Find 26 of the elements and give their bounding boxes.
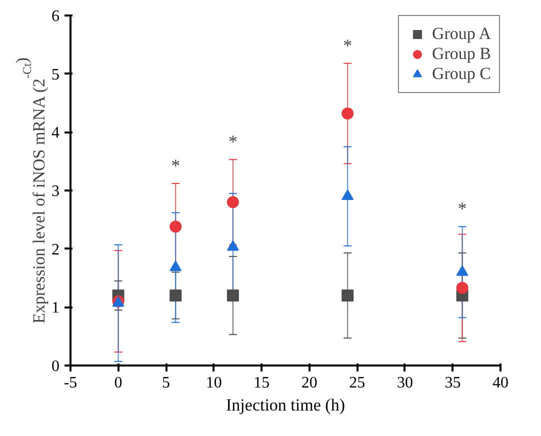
x-axis-title: Injection time (h)	[226, 396, 345, 414]
y-tick-label: 3	[52, 183, 60, 200]
legend-label: Group B	[432, 44, 491, 64]
x-tick-label: 25	[349, 374, 366, 392]
y-tick-label: 5	[52, 66, 60, 84]
annotation: *	[458, 198, 467, 219]
annotation: *	[171, 156, 180, 176]
x-tick-label: -5	[64, 374, 78, 392]
x-tick-label: 15	[254, 374, 270, 392]
y-tick-label: 0	[52, 358, 60, 375]
legend-label: Group C	[432, 64, 491, 84]
annotation: *	[228, 132, 238, 152]
x-tick-label: 30	[396, 374, 413, 392]
x-tick-label: 35	[444, 374, 461, 392]
x-tick-label: 5	[162, 374, 170, 392]
x-tick-label: 40	[492, 374, 508, 392]
x-tick-label: 0	[114, 374, 122, 392]
x-tick-label: 20	[301, 374, 318, 392]
y-tick-label: 4	[52, 124, 60, 142]
y-tick-label: 6	[52, 8, 60, 25]
legend-label: Group A	[432, 24, 491, 44]
y-tick-label: 1	[52, 300, 60, 317]
y-axis-title: Expression level of iNOS mRNA (2-Ct)	[12, 57, 48, 324]
x-tick-label: 10	[206, 374, 222, 392]
y-tick-label: 2	[52, 241, 60, 258]
annotation: *	[343, 35, 352, 56]
